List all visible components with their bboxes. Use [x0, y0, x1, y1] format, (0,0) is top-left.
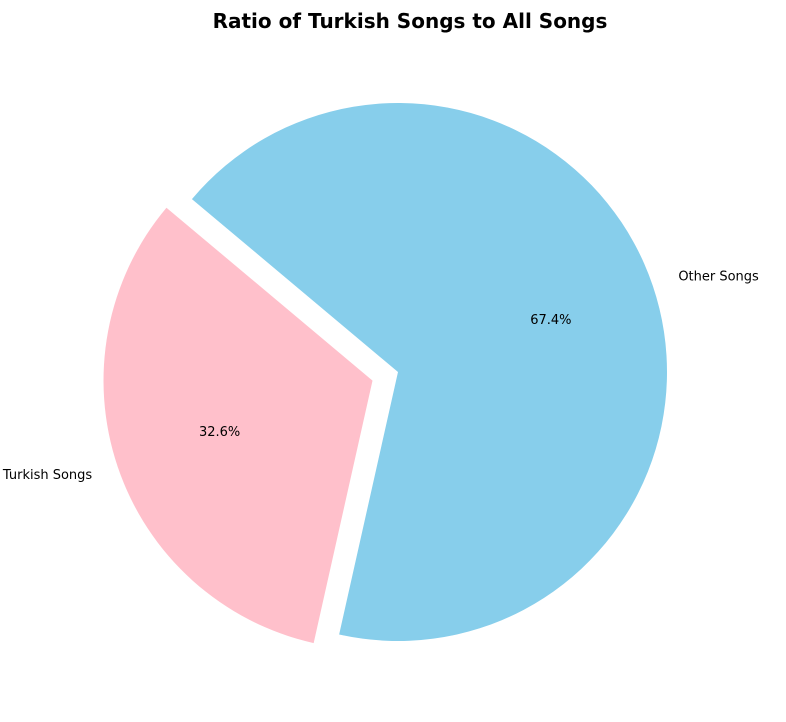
slice-pct-label-turkish-songs: 32.6% [199, 425, 240, 440]
pie-slices [103, 103, 667, 644]
chart-title: Ratio of Turkish Songs to All Songs [213, 9, 608, 33]
pie-labels: Turkish Songs 32.6% Other Songs 67.4% [2, 270, 759, 483]
slice-label-turkish-songs: Turkish Songs [2, 468, 93, 483]
slice-pct-label-other-songs: 67.4% [530, 313, 571, 328]
pie-slice-turkish-songs [103, 207, 373, 644]
pie-slice-other-songs [191, 103, 667, 641]
slice-label-other-songs: Other Songs [678, 270, 759, 285]
